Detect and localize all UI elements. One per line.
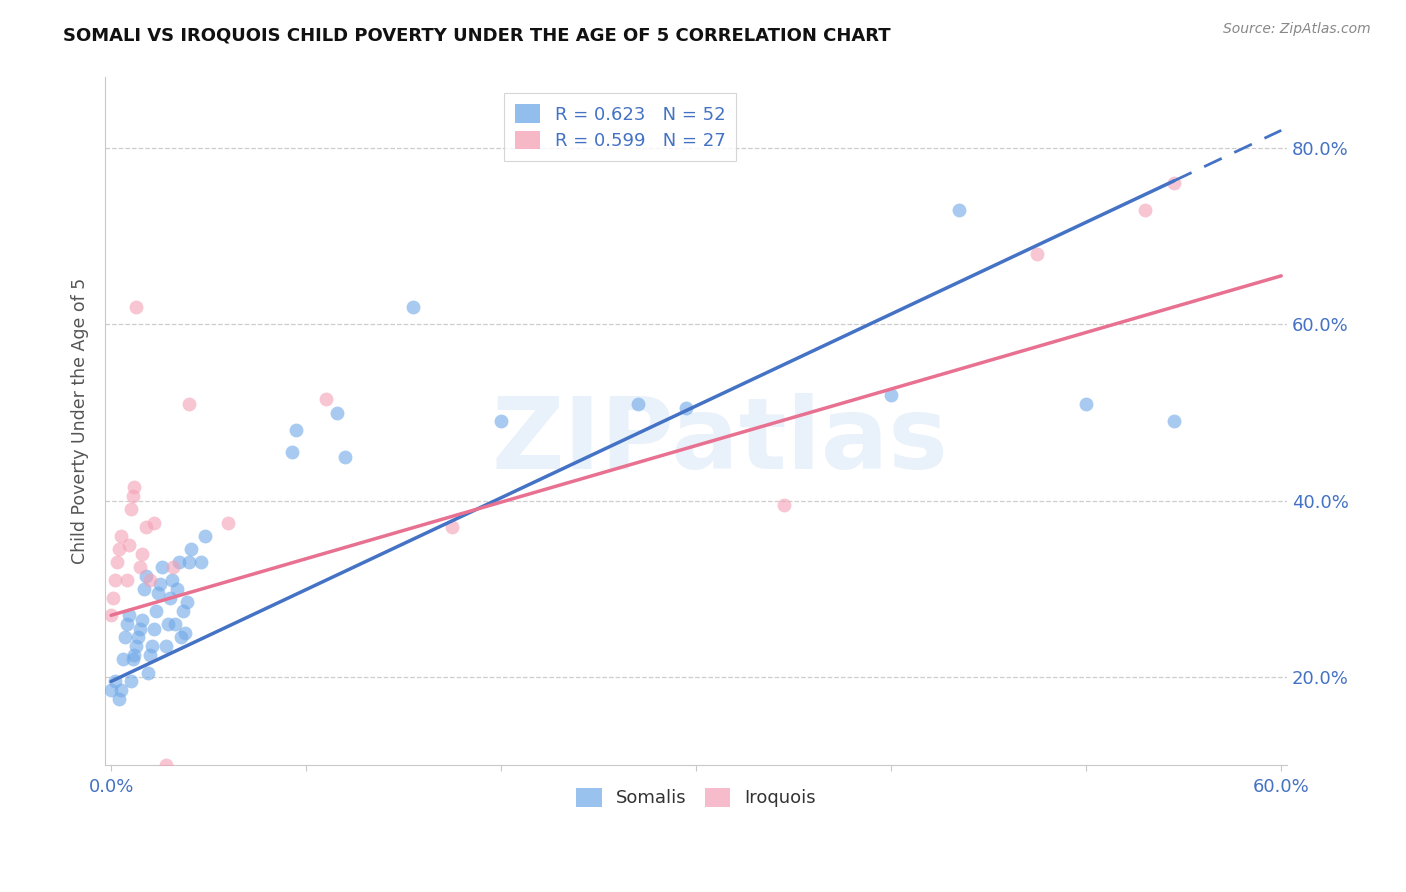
Point: [129, 559, 152, 574]
Point: [1076, 397, 1098, 411]
Point: [129, 622, 152, 636]
Point: [170, 631, 193, 645]
Point: [115, 573, 138, 587]
Point: [120, 674, 142, 689]
Point: [143, 622, 166, 636]
Point: [127, 631, 149, 645]
Point: [135, 568, 157, 582]
Point: [166, 582, 188, 596]
Point: [101, 591, 124, 605]
Point: [675, 401, 697, 416]
Point: [155, 758, 177, 772]
Point: [131, 613, 153, 627]
Point: [165, 617, 187, 632]
Point: [172, 604, 194, 618]
Point: [174, 626, 197, 640]
Point: [1026, 247, 1049, 261]
Point: [105, 555, 128, 569]
Point: [948, 202, 970, 217]
Point: [145, 604, 167, 618]
Point: [136, 665, 159, 680]
Point: [121, 489, 143, 503]
Point: [110, 683, 132, 698]
Point: [169, 555, 191, 569]
Point: [315, 392, 337, 407]
Point: [180, 542, 202, 557]
Point: [131, 547, 153, 561]
Point: [177, 397, 200, 411]
Point: [156, 617, 179, 632]
Point: [100, 683, 122, 698]
Point: [159, 591, 181, 605]
Text: Source: ZipAtlas.com: Source: ZipAtlas.com: [1223, 22, 1371, 37]
Point: [162, 559, 184, 574]
Point: [194, 529, 217, 543]
Point: [1133, 202, 1156, 217]
Point: [117, 608, 139, 623]
Point: [217, 516, 239, 530]
Point: [489, 414, 512, 428]
Point: [441, 520, 464, 534]
Point: [114, 631, 136, 645]
Point: [177, 555, 200, 569]
Point: [141, 639, 163, 653]
Point: [104, 674, 127, 689]
Point: [108, 542, 131, 557]
Point: [100, 608, 122, 623]
Point: [281, 445, 304, 459]
Point: [285, 423, 308, 437]
Point: [176, 595, 198, 609]
Point: [146, 586, 169, 600]
Point: [326, 405, 349, 419]
Point: [111, 652, 134, 666]
Point: [149, 577, 172, 591]
Point: [143, 516, 166, 530]
Text: ZIPatlas: ZIPatlas: [491, 393, 948, 491]
Point: [135, 520, 157, 534]
Point: [139, 648, 162, 662]
Point: [124, 648, 146, 662]
Point: [333, 450, 356, 464]
Point: [1163, 176, 1185, 190]
Point: [125, 300, 148, 314]
Point: [402, 300, 425, 314]
Point: [139, 573, 162, 587]
Legend: Somalis, Iroquois: Somalis, Iroquois: [569, 780, 824, 814]
Point: [773, 498, 796, 512]
Point: [627, 397, 650, 411]
Point: [150, 559, 173, 574]
Point: [155, 639, 177, 653]
Point: [880, 388, 903, 402]
Point: [108, 692, 131, 706]
Point: [1163, 414, 1185, 428]
Point: [134, 582, 156, 596]
Point: [190, 555, 212, 569]
Point: [110, 529, 132, 543]
Text: SOMALI VS IROQUOIS CHILD POVERTY UNDER THE AGE OF 5 CORRELATION CHART: SOMALI VS IROQUOIS CHILD POVERTY UNDER T…: [63, 27, 891, 45]
Point: [120, 502, 142, 516]
Point: [121, 652, 143, 666]
Point: [117, 538, 139, 552]
Y-axis label: Child Poverty Under the Age of 5: Child Poverty Under the Age of 5: [72, 278, 89, 565]
Point: [104, 573, 127, 587]
Point: [160, 573, 183, 587]
Point: [125, 639, 148, 653]
Point: [115, 617, 138, 632]
Point: [124, 480, 146, 494]
